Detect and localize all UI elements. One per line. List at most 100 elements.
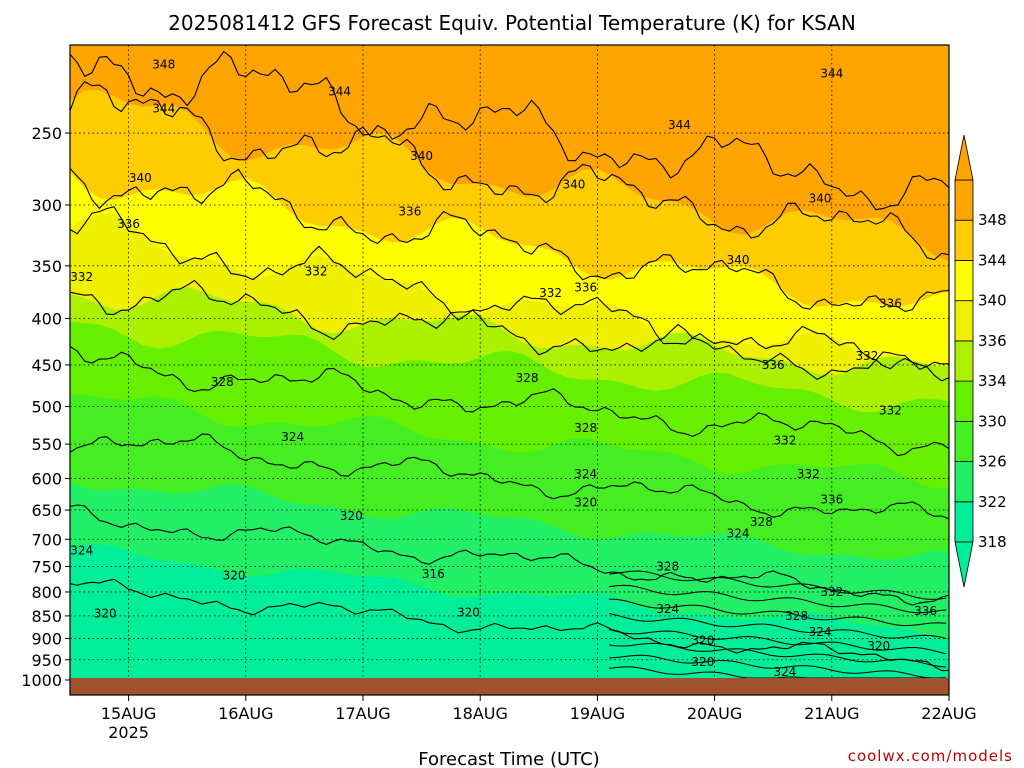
- plot-area: [70, 45, 949, 680]
- contour-label: 332: [879, 403, 902, 417]
- colorbar-extend-top: [954, 134, 974, 181]
- colorbar-segment: [954, 501, 974, 543]
- contour-label: 332: [539, 286, 562, 300]
- x-tick-label: 20AUG: [687, 704, 742, 723]
- colorbar-segment: [954, 260, 974, 302]
- x-tick-label: 18AUG: [452, 704, 507, 723]
- contour-label: 328: [785, 609, 808, 623]
- colorbar-label: 322: [978, 493, 1007, 511]
- colorbar-segment: [954, 300, 974, 342]
- contour-label: 344: [328, 84, 351, 98]
- contour-label: 336: [398, 204, 421, 218]
- colorbar-segment: [954, 179, 974, 221]
- x-axis-label: Forecast Time (UTC): [418, 749, 599, 768]
- contour-label: 324: [574, 467, 597, 481]
- contour-label: 324: [70, 543, 93, 557]
- contour-labels: 3483443443443443403403403403403363363363…: [70, 57, 937, 679]
- contour-label: 332: [856, 349, 879, 363]
- y-tick-label: 250: [31, 124, 62, 143]
- contour-320: [70, 504, 949, 606]
- chart-title: 2025081412 GFS Forecast Equiv. Potential…: [168, 11, 856, 35]
- y-tick-label: 900: [31, 629, 62, 648]
- contour-label: 336: [914, 604, 937, 618]
- contour-label: 332: [773, 434, 796, 448]
- band-318: [70, 543, 949, 680]
- y-tick-label: 750: [31, 557, 62, 576]
- colorbar-label: 348: [978, 211, 1007, 229]
- x-tick-label: 22AUG: [921, 704, 976, 723]
- contour-label: 324: [809, 625, 832, 639]
- y-tick-label: 800: [31, 583, 62, 602]
- contour-low-4: [608, 629, 947, 655]
- contour-344: [70, 80, 949, 261]
- contour-label: 328: [211, 375, 234, 389]
- contour-label: 348: [152, 57, 175, 71]
- contour-label: 328: [516, 371, 539, 385]
- contour-label: 320: [94, 607, 117, 621]
- contour-332: [70, 279, 949, 381]
- contour-label: 324: [281, 430, 304, 444]
- y-tick-label: 350: [31, 257, 62, 276]
- colorbar-label: 336: [978, 332, 1007, 350]
- contour-label: 320: [867, 639, 890, 653]
- contour-label: 328: [750, 515, 773, 529]
- y-axis-ticks: 250 300 350 400 450 500 550 600 650 700 750 800 850 9…: [21, 124, 70, 690]
- credit-link[interactable]: coolwx.com/models: [848, 747, 1013, 765]
- y-tick-label: 550: [31, 435, 62, 454]
- contour-label: 320: [457, 606, 480, 620]
- x-tick-label: 17AUG: [335, 704, 390, 723]
- contour-324: [70, 433, 949, 520]
- colorbar-segment: [954, 420, 974, 462]
- x-tick-label: 15AUG: [101, 704, 156, 723]
- contour-348: [70, 50, 949, 211]
- contour-label: 340: [727, 253, 750, 267]
- colorbar-segment: [954, 380, 974, 422]
- y-tick-label: 400: [31, 309, 62, 328]
- contour-label: 340: [410, 149, 433, 163]
- contour-label: 332: [70, 270, 93, 284]
- x-tick-sublabel: 2025: [108, 723, 149, 742]
- contour-340: [70, 168, 949, 312]
- contour-label: 336: [117, 217, 140, 231]
- contour-label: 340: [563, 178, 586, 192]
- contour-label: 336: [879, 296, 902, 310]
- colorbar-label: 334: [978, 372, 1007, 390]
- colorbar: 318 322 326 330 334 336 340 344 348: [954, 134, 1007, 588]
- contour-label: 320: [223, 568, 246, 582]
- contour-label: 336: [574, 281, 597, 295]
- x-tick-label: 21AUG: [804, 704, 859, 723]
- contour-label: 320: [574, 496, 597, 510]
- y-tick-label: 700: [31, 530, 62, 549]
- colorbar-label: 344: [978, 251, 1007, 269]
- y-tick-label: 500: [31, 398, 62, 417]
- y-tick-label: 950: [31, 651, 62, 670]
- contour-label: 324: [773, 665, 796, 679]
- colorbar-segment: [954, 219, 974, 261]
- y-tick-label: 1000: [21, 671, 62, 690]
- contour-label: 336: [762, 358, 785, 372]
- contour-label: 340: [809, 191, 832, 205]
- contour-label: 328: [574, 421, 597, 435]
- colorbar-label: 340: [978, 292, 1007, 310]
- colorbar-segment: [954, 461, 974, 503]
- contour-label: 320: [691, 634, 714, 648]
- contour-label: 332: [797, 467, 820, 481]
- contour-label: 344: [152, 102, 175, 116]
- contour-label: 344: [668, 118, 691, 132]
- contour-label: 324: [727, 527, 750, 541]
- contour-label: 340: [129, 171, 152, 185]
- y-tick-label: 650: [31, 501, 62, 520]
- contour-label: 344: [820, 67, 843, 81]
- contour-low-3: [608, 613, 947, 639]
- contour-lines: [70, 50, 949, 679]
- y-tick-label: 600: [31, 469, 62, 488]
- colorbar-segment: [954, 340, 974, 382]
- colorbar-extend-bottom: [954, 541, 974, 588]
- x-tick-label: 19AUG: [570, 704, 625, 723]
- contour-label: 336: [820, 493, 843, 507]
- contour-low-0: [609, 570, 947, 600]
- contour-label: 328: [656, 559, 679, 573]
- contour-label: 324: [656, 602, 679, 616]
